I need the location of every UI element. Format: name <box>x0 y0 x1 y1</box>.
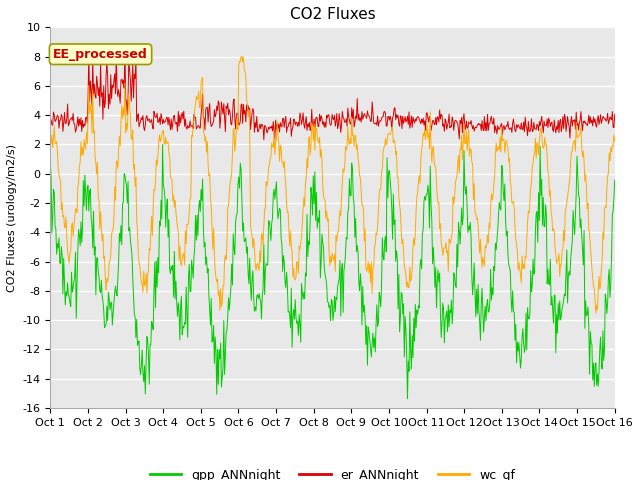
Text: EE_processed: EE_processed <box>53 48 148 61</box>
er_ANNnight <box>57 117 65 123</box>
er_ANNnight <box>47 120 54 126</box>
gpp_ANNnight <box>203 254 211 260</box>
gpp_ANNnight <box>159 142 166 147</box>
er_ANNnight <box>203 105 211 110</box>
wc_gf <box>237 54 245 60</box>
er_ANNnight <box>260 137 268 143</box>
er_ANNnight <box>115 87 122 93</box>
wc_gf <box>419 141 426 146</box>
er_ANNnight <box>173 120 180 125</box>
gpp_ANNnight <box>115 259 122 264</box>
Line: wc_gf: wc_gf <box>51 57 614 313</box>
Y-axis label: CO2 Fluxes (urology/m2/s): CO2 Fluxes (urology/m2/s) <box>7 144 17 292</box>
gpp_ANNnight <box>402 326 410 332</box>
wc_gf <box>402 272 410 278</box>
er_ANNnight <box>403 118 410 124</box>
wc_gf <box>592 310 600 316</box>
Title: CO2 Fluxes: CO2 Fluxes <box>290 7 376 22</box>
er_ANNnight <box>611 111 618 117</box>
er_ANNnight <box>419 115 427 121</box>
gpp_ANNnight <box>57 261 65 267</box>
wc_gf <box>57 177 65 183</box>
wc_gf <box>202 134 209 140</box>
wc_gf <box>172 210 180 216</box>
gpp_ANNnight <box>611 177 618 183</box>
Legend: gpp_ANNnight, er_ANNnight, wc_gf: gpp_ANNnight, er_ANNnight, wc_gf <box>145 464 520 480</box>
wc_gf <box>115 147 122 153</box>
Line: er_ANNnight: er_ANNnight <box>51 47 614 140</box>
gpp_ANNnight <box>173 299 180 305</box>
wc_gf <box>611 138 618 144</box>
gpp_ANNnight <box>419 227 427 233</box>
gpp_ANNnight <box>404 396 412 402</box>
gpp_ANNnight <box>47 160 54 166</box>
er_ANNnight <box>121 44 129 49</box>
wc_gf <box>47 139 54 144</box>
Line: gpp_ANNnight: gpp_ANNnight <box>51 144 614 399</box>
